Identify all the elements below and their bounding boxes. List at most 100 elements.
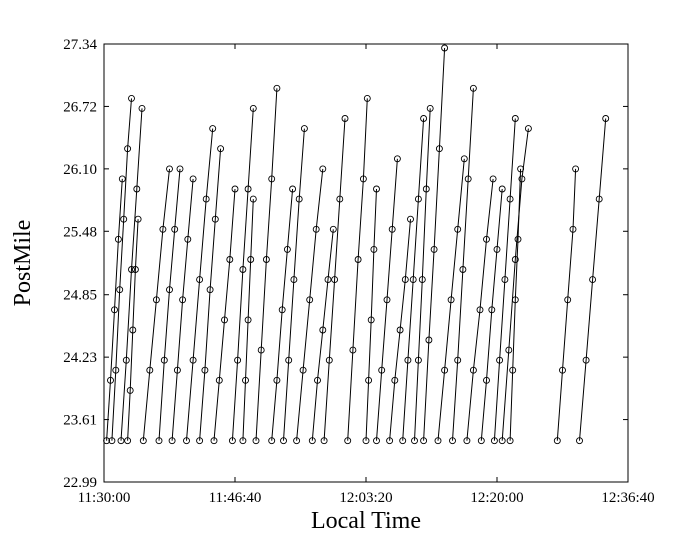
data-point <box>168 437 176 445</box>
data-point <box>426 104 434 112</box>
data-point <box>201 366 209 374</box>
trajectory-line <box>365 188 377 441</box>
data-point <box>388 225 396 233</box>
trajectory-line <box>423 47 446 441</box>
data-point <box>320 437 328 445</box>
trajectory-line <box>158 168 181 441</box>
data-point <box>511 115 519 122</box>
data-point <box>469 84 477 92</box>
vehicle-trajectory <box>420 44 449 445</box>
vehicle-trajectory <box>344 94 371 445</box>
data-point <box>449 437 456 445</box>
data-point <box>124 437 132 445</box>
y-tick-label: 27.34 <box>63 37 97 53</box>
data-point <box>124 145 132 153</box>
data-point <box>409 276 417 284</box>
data-point <box>226 256 234 263</box>
vehicle-trajectory <box>124 215 142 445</box>
data-point <box>511 296 519 304</box>
data-point <box>257 346 265 354</box>
trajectory-line <box>142 168 170 441</box>
x-tick-label: 12:20:00 <box>470 490 523 506</box>
vehicle-trajectory <box>228 104 257 445</box>
trajectory-line <box>376 158 398 441</box>
data-point <box>206 286 214 294</box>
vehicle-trajectory <box>477 185 506 445</box>
x-tick-label: 12:36:40 <box>601 490 654 506</box>
data-point <box>209 125 217 133</box>
data-point <box>459 266 467 273</box>
data-point <box>171 225 179 233</box>
data-point <box>373 185 380 193</box>
trajectory-line <box>556 168 577 441</box>
vehicle-trajectory <box>498 125 532 445</box>
vehicle-trajectory <box>139 165 173 445</box>
data-point <box>166 286 173 294</box>
data-point <box>367 316 375 324</box>
data-point <box>430 245 438 253</box>
data-point <box>454 356 462 364</box>
data-point <box>396 326 404 334</box>
data-point <box>128 266 135 273</box>
data-point <box>463 437 471 445</box>
data-point <box>425 336 433 344</box>
data-point <box>133 185 141 193</box>
y-tick-label: 25.48 <box>63 224 97 240</box>
data-point <box>488 306 496 314</box>
trajectory-line <box>231 108 254 441</box>
data-point <box>249 195 257 203</box>
data-point <box>196 437 204 445</box>
data-point <box>349 346 357 354</box>
data-point <box>336 195 344 203</box>
data-point <box>582 356 590 364</box>
data-point <box>518 175 526 183</box>
x-tick-label: 12:03:20 <box>339 490 392 506</box>
data-point <box>128 94 135 102</box>
data-point <box>489 175 497 183</box>
data-point <box>273 84 281 92</box>
data-point <box>386 437 394 445</box>
vehicle-trajectory <box>490 115 519 445</box>
data-point <box>341 115 349 122</box>
data-point <box>441 44 449 52</box>
data-point <box>362 437 370 445</box>
data-point <box>289 185 297 193</box>
data-point <box>118 175 126 183</box>
data-point <box>420 437 428 445</box>
data-point <box>308 437 316 445</box>
data-point <box>312 225 320 233</box>
vehicle-trajectory <box>293 165 327 445</box>
data-point <box>155 437 163 445</box>
trajectory-line <box>283 128 305 441</box>
data-point <box>160 356 168 364</box>
data-point <box>363 94 371 102</box>
data-point <box>117 437 125 445</box>
data-point <box>217 145 225 153</box>
data-point <box>278 306 286 314</box>
data-point <box>242 376 249 384</box>
data-point <box>509 366 517 374</box>
vehicle-trajectory <box>411 104 434 445</box>
data-point <box>114 235 122 243</box>
data-point <box>407 215 414 223</box>
vehicle-trajectory <box>373 155 401 445</box>
data-point <box>215 376 223 384</box>
data-point <box>247 256 255 263</box>
data-point <box>399 437 407 445</box>
data-point <box>483 376 490 384</box>
vehicle-trajectory <box>386 215 414 445</box>
vehicle-trajectory <box>117 104 146 445</box>
data-point <box>476 306 484 314</box>
data-point <box>166 165 173 173</box>
data-point <box>506 437 514 445</box>
data-point <box>477 437 485 445</box>
y-tick-label: 22.99 <box>63 475 97 491</box>
x-tick-label: 11:46:40 <box>209 490 262 506</box>
trajectory-line <box>323 118 346 441</box>
data-point <box>211 215 219 223</box>
data-point <box>319 326 327 334</box>
trajectory-line <box>199 148 222 441</box>
data-point <box>122 356 130 364</box>
trajectory-line <box>501 128 529 441</box>
trajectory-line <box>271 188 294 441</box>
